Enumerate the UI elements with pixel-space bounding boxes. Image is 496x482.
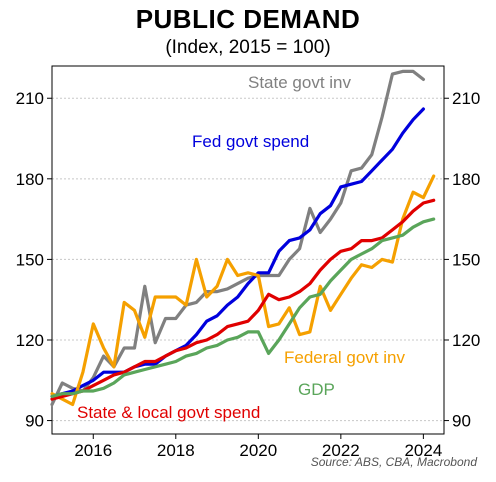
label-state-local-govt-spend: State & local govt spend bbox=[77, 403, 260, 422]
series-line-state-local-govt-spend bbox=[50, 198, 436, 401]
label-fed-govt-spend: Fed govt spend bbox=[192, 132, 309, 151]
x-tick-label: 2016 bbox=[74, 441, 112, 460]
y-tick-label-left: 120 bbox=[16, 331, 44, 350]
y-tick-label-right: 180 bbox=[452, 170, 480, 189]
y-tick-label-right: 150 bbox=[452, 250, 480, 269]
y-tick-label-right: 210 bbox=[452, 89, 480, 108]
plot-frame bbox=[51, 65, 445, 435]
x-tick-label: 2022 bbox=[322, 441, 360, 460]
source-note: Source: ABS, CBA, Macrobond bbox=[311, 455, 478, 469]
series-line-gdp bbox=[50, 217, 436, 398]
chart-subtitle: (Index, 2015 = 100) bbox=[165, 37, 331, 58]
series-line-federal-govt-inv bbox=[50, 174, 436, 407]
y-tick-label-left: 180 bbox=[16, 170, 44, 189]
label-state-govt-inv: State govt inv bbox=[248, 73, 352, 92]
y-tick-label-left: 150 bbox=[16, 250, 44, 269]
x-tick-label: 2024 bbox=[404, 441, 442, 460]
axis-ticks: 90 90 120 120 150 150 180 180 210 210 2016 2018 2020… bbox=[16, 89, 481, 460]
y-tick-label-left: 90 bbox=[25, 412, 44, 431]
series-line-fed-govt-spend bbox=[50, 107, 425, 398]
y-tick-label-right: 120 bbox=[452, 331, 480, 350]
label-federal-govt-inv: Federal govt inv bbox=[284, 348, 405, 367]
y-tick-label-left: 210 bbox=[16, 89, 44, 108]
label-gdp: GDP bbox=[298, 380, 335, 399]
y-tick-label-right: 90 bbox=[452, 412, 471, 431]
x-tick-label: 2020 bbox=[239, 441, 277, 460]
x-tick-label: 2018 bbox=[157, 441, 195, 460]
series-lines bbox=[50, 69, 436, 407]
chart-title: PUBLIC DEMAND bbox=[135, 4, 361, 34]
